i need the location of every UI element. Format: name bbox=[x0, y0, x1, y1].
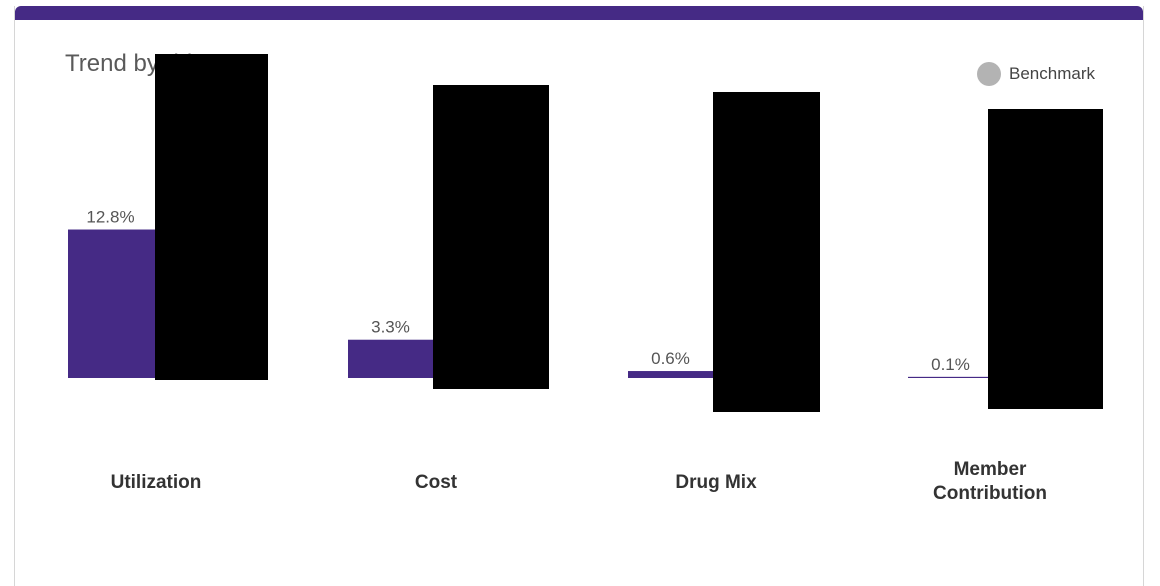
data-label: 0.6% bbox=[651, 349, 690, 368]
redacted-benchmark-bar bbox=[713, 92, 820, 412]
card-accent-bar bbox=[15, 6, 1143, 20]
redacted-benchmark-bar bbox=[433, 85, 549, 389]
redacted-benchmark-bar bbox=[155, 54, 268, 380]
category-label: Utilization bbox=[111, 472, 202, 493]
bar-value-utilization[interactable] bbox=[68, 229, 155, 378]
legend-swatch-benchmark bbox=[977, 62, 1002, 86]
legend[interactable]: Benchmark bbox=[977, 62, 1095, 86]
bar-value-cost[interactable] bbox=[348, 339, 435, 378]
redacted-benchmark-bar bbox=[988, 109, 1103, 409]
data-label: 12.8% bbox=[86, 208, 134, 227]
bar-chart: 12.8% Utilization 3.3% Cost 0.6% Drug Mix 0.1%… bbox=[68, 54, 1103, 504]
data-label: 3.3% bbox=[371, 318, 410, 337]
legend-label-benchmark: Benchmark bbox=[1009, 64, 1095, 83]
category-label: Member bbox=[954, 459, 1027, 480]
category-label: Cost bbox=[415, 472, 458, 493]
bar-value-member-contribution[interactable] bbox=[908, 376, 995, 378]
data-label: 0.1% bbox=[931, 355, 970, 374]
category-label: Drug Mix bbox=[675, 472, 757, 493]
category-label: Contribution bbox=[933, 483, 1047, 504]
bar-value-drug-mix[interactable] bbox=[628, 371, 715, 378]
